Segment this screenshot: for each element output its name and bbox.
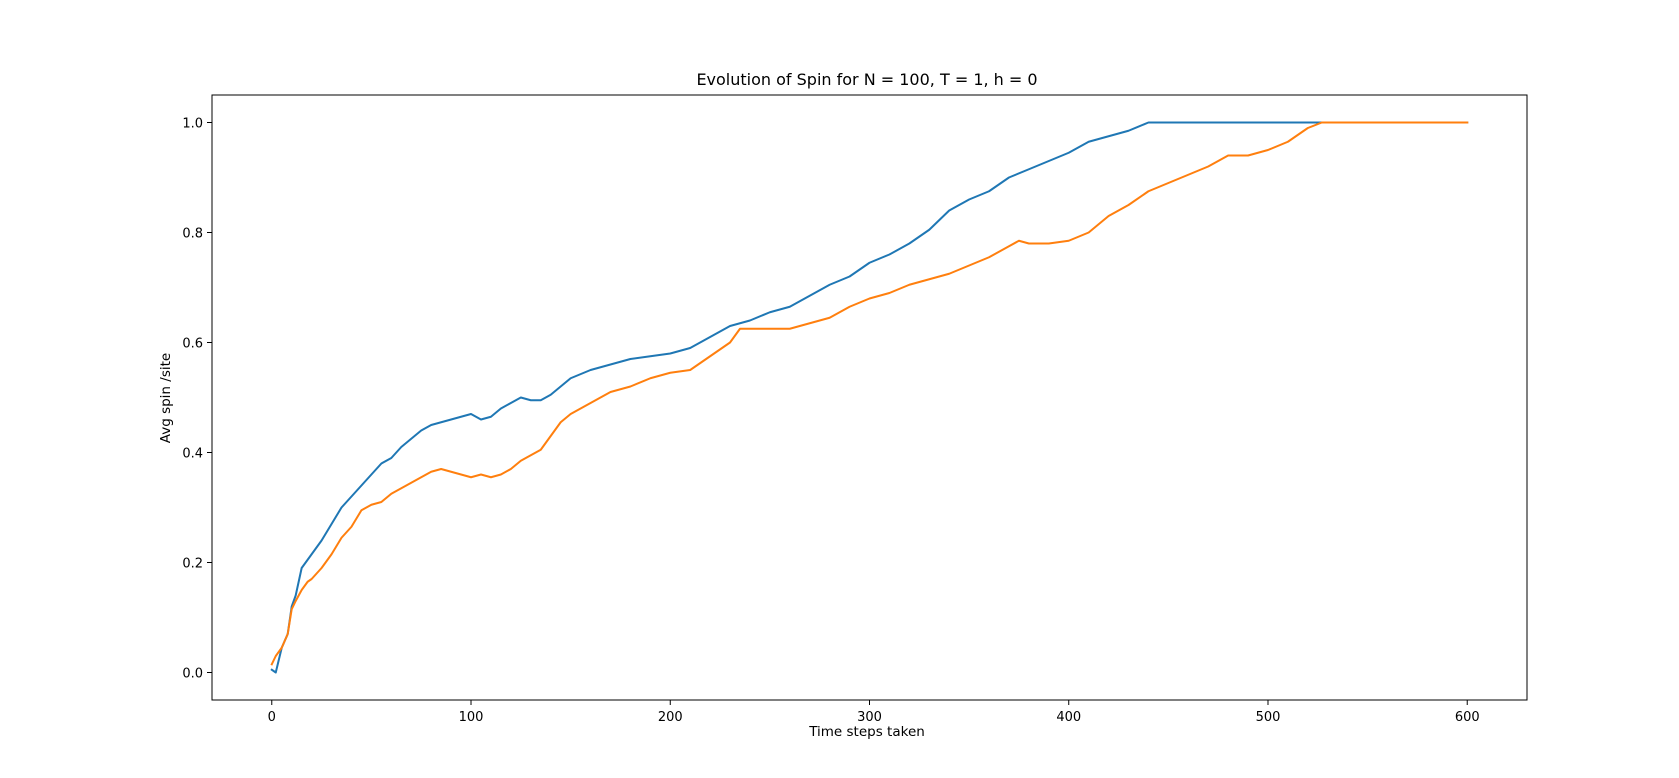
y-tick-label: 1.0 [182, 117, 203, 132]
x-tick-label: 0 [268, 710, 276, 725]
y-axis-title: Avg spin /site [158, 353, 174, 443]
x-axis-title: Time steps taken [808, 724, 925, 740]
y-tick-label: 0.4 [182, 447, 203, 462]
y-tick-label: 0.2 [182, 557, 203, 572]
chart-title: Evolution of Spin for N = 100, T = 1, h … [696, 70, 1037, 89]
y-tick-label: 0.6 [182, 337, 203, 352]
x-tick-label: 500 [1256, 710, 1281, 725]
x-tick-label: 100 [459, 710, 484, 725]
x-tick-label: 200 [658, 710, 683, 725]
plot-area: 0 100 200 300 400 500 600 0.0 0.2 0.4 0.6 0.8 1.0 [182, 94, 1528, 725]
y-tick-label: 0.0 [182, 667, 203, 682]
series-line-1 [270, 121, 1469, 674]
series-line-2 [270, 121, 1469, 666]
x-tick-label: 400 [1056, 710, 1081, 725]
x-tick-label: 600 [1455, 710, 1480, 725]
y-tick-label: 0.8 [182, 227, 203, 242]
x-tick-label: 300 [857, 710, 882, 725]
plot-frame [211, 94, 1528, 701]
